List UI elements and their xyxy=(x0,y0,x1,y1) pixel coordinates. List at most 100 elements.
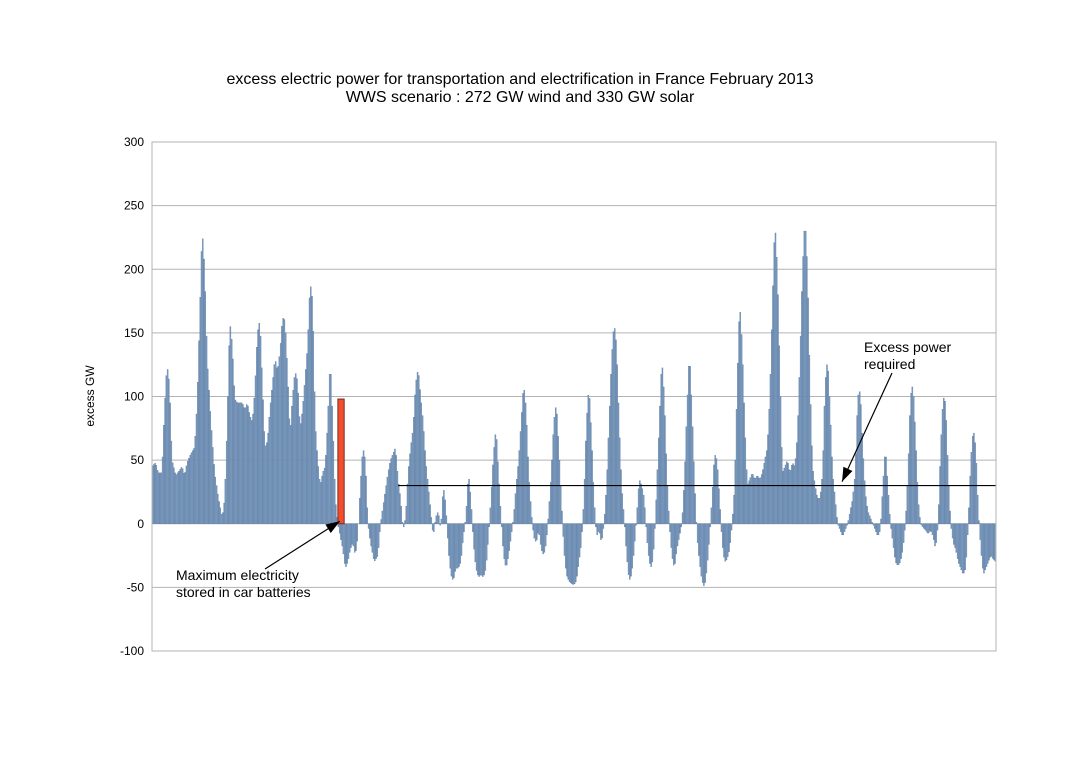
data-bar xyxy=(529,501,532,524)
data-bar xyxy=(760,474,763,524)
annotation-required-text: Excess power xyxy=(864,339,951,355)
data-bar xyxy=(396,471,399,524)
data-bar xyxy=(860,404,862,524)
data-bar xyxy=(959,523,961,567)
data-bar xyxy=(276,367,278,524)
data-bar xyxy=(678,523,680,540)
data-bar xyxy=(315,431,317,524)
data-bar xyxy=(392,452,395,524)
data-bar xyxy=(495,439,498,524)
data-bar xyxy=(536,523,538,540)
data-bar xyxy=(919,517,921,524)
y-tick-label: 250 xyxy=(124,199,144,213)
data-bar xyxy=(821,479,823,524)
data-bar xyxy=(390,458,392,524)
data-bar xyxy=(200,251,203,524)
data-bar xyxy=(244,407,247,524)
data-bar xyxy=(463,523,465,532)
data-bar xyxy=(557,436,559,524)
data-bar xyxy=(484,523,487,571)
data-bar xyxy=(714,455,716,524)
data-bar xyxy=(816,494,818,524)
data-bar xyxy=(480,523,483,576)
y-tick-label: 150 xyxy=(124,326,144,340)
data-bar xyxy=(506,523,508,566)
data-bar xyxy=(899,523,901,564)
data-bar xyxy=(219,507,222,524)
data-bar xyxy=(350,523,352,548)
data-bar xyxy=(449,523,451,569)
y-axis-label: excess GW xyxy=(83,365,97,427)
data-bar xyxy=(316,450,318,524)
data-bar xyxy=(850,507,852,524)
data-bar xyxy=(968,507,970,524)
data-bar xyxy=(825,377,827,524)
data-bar xyxy=(533,523,536,539)
data-bar xyxy=(175,474,178,524)
data-bar xyxy=(482,523,484,577)
data-bar xyxy=(225,440,228,524)
data-bar xyxy=(763,463,765,524)
data-bar xyxy=(709,523,711,528)
data-bar xyxy=(531,517,533,524)
data-bar xyxy=(647,523,650,556)
data-bar xyxy=(938,504,940,524)
data-bar xyxy=(347,523,350,559)
data-bar xyxy=(601,523,603,539)
data-bar xyxy=(990,523,993,557)
data-bar xyxy=(532,523,534,531)
data-bar xyxy=(869,515,871,524)
data-bar xyxy=(611,349,613,524)
data-bar xyxy=(902,523,905,543)
data-bar xyxy=(547,518,549,524)
data-bar xyxy=(928,523,930,534)
data-bar xyxy=(568,523,571,582)
data-bar xyxy=(514,493,517,524)
data-bar xyxy=(911,386,914,524)
data-bar xyxy=(632,523,635,556)
data-bar xyxy=(338,523,341,534)
data-bar xyxy=(631,523,633,569)
data-bar xyxy=(851,501,853,524)
data-bar xyxy=(582,509,585,524)
data-bar xyxy=(504,523,507,566)
data-bar xyxy=(971,436,974,524)
data-bar xyxy=(655,499,657,524)
data-bar xyxy=(874,523,876,529)
data-bar xyxy=(266,442,268,524)
data-bar xyxy=(773,242,775,524)
data-bar xyxy=(836,517,838,524)
data-bar xyxy=(318,479,321,524)
data-bar xyxy=(921,523,924,527)
data-bar xyxy=(242,404,244,524)
data-bar xyxy=(634,523,636,542)
data-bar xyxy=(706,523,709,561)
data-bar xyxy=(273,364,276,524)
data-bar xyxy=(296,378,298,524)
data-bar xyxy=(159,472,161,524)
data-bar xyxy=(629,523,631,580)
data-bar xyxy=(436,512,439,524)
data-bar xyxy=(982,523,984,569)
data-bar xyxy=(193,448,195,524)
data-bar xyxy=(258,323,260,524)
data-bar xyxy=(511,523,513,532)
data-bar xyxy=(759,477,762,524)
data-bar xyxy=(485,523,488,561)
data-bar xyxy=(409,453,411,524)
data-bar xyxy=(289,424,292,524)
data-bar xyxy=(720,523,723,532)
data-bar xyxy=(472,523,474,532)
data-bar xyxy=(595,523,597,528)
data-bar xyxy=(943,397,945,524)
data-bar xyxy=(929,523,931,532)
data-bar xyxy=(910,393,912,524)
data-bar xyxy=(188,458,190,524)
data-bar xyxy=(487,523,489,545)
data-bar xyxy=(243,407,245,524)
data-bar xyxy=(597,523,600,532)
data-bar xyxy=(679,523,681,534)
data-bar xyxy=(524,402,527,524)
data-bar xyxy=(970,452,973,524)
data-bar xyxy=(272,377,274,524)
